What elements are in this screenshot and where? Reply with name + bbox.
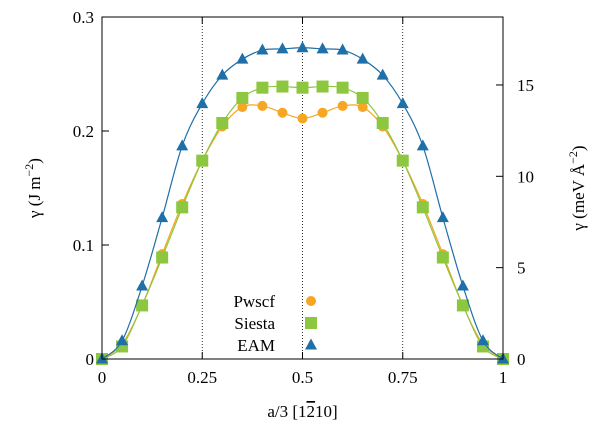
y-axis-label-left-tail: ): [25, 158, 44, 164]
y2-tick-label: 0: [517, 350, 526, 369]
grid-lines: [201, 17, 404, 359]
eam-data-point: [476, 334, 489, 346]
pwscf-data-point: [317, 107, 328, 118]
eam-data-point: [156, 211, 169, 223]
pwscf-data-point: [357, 102, 368, 113]
legend-label-siesta: Siesta: [234, 314, 275, 333]
pwscf-data-point: [237, 102, 248, 113]
eam-data-point: [196, 97, 209, 109]
x-tick-label: 0.5: [292, 368, 313, 387]
x-tick-label: 0: [98, 368, 107, 387]
y-axis-label-left-sup: −2: [22, 164, 36, 177]
y-axis-label-left: γ (J m−2): [22, 158, 44, 219]
siesta-data-point: [156, 251, 169, 264]
y-tick-label: 0.1: [73, 236, 94, 255]
siesta-data-point: [136, 299, 149, 312]
y-tick-label: 0.3: [73, 8, 94, 27]
x-axis-label-bar-digit: 2: [307, 402, 316, 421]
siesta-data-point: [396, 154, 409, 167]
y-axis-label-right: γ (meV Å−2): [566, 145, 588, 231]
eam-data-point: [436, 211, 449, 223]
eam-data-point: [376, 68, 389, 80]
eam-data-point: [296, 41, 309, 53]
pwscf-data-point: [297, 113, 308, 124]
pwscf-data-point: [277, 107, 288, 118]
siesta-data-point: [276, 80, 289, 93]
eam-data-point: [276, 42, 289, 54]
y2-tick-label: 10: [517, 167, 534, 186]
siesta-data-point: [356, 91, 369, 104]
siesta-data-point: [456, 299, 469, 312]
x-tick-label: 0.75: [388, 368, 418, 387]
y-axis-label-right-tail: ): [569, 145, 588, 151]
legend-label-pwscf: Pwscf: [233, 292, 275, 311]
y2-tick-label: 5: [517, 259, 526, 278]
siesta-data-point: [256, 81, 269, 94]
y2-tick-label: 15: [517, 76, 534, 95]
y-axis-label-right-main: γ (meV Å: [569, 163, 588, 231]
siesta-data-point: [296, 81, 309, 94]
eam-data-point: [236, 52, 249, 64]
siesta-data-point: [176, 201, 189, 214]
eam-data-point: [256, 43, 269, 55]
siesta-data-point: [316, 80, 329, 93]
eam-data-point: [456, 279, 469, 291]
eam-data-point: [216, 68, 229, 80]
eam-data-point: [336, 43, 349, 55]
siesta-data-point: [416, 201, 429, 214]
eam-data-point: [396, 97, 409, 109]
legend-marker-siesta: [305, 317, 317, 329]
siesta-data-point: [436, 251, 449, 264]
siesta-data-point: [216, 117, 229, 130]
x-axis-label: a/3 [1210]: [267, 402, 337, 421]
x-tick-label: 0.25: [187, 368, 217, 387]
legend-label-eam: EAM: [237, 336, 275, 355]
siesta-data-point: [236, 91, 249, 104]
y-axis-label-right-sup: −2: [566, 151, 580, 164]
legend-marker-pwscf: [306, 296, 316, 306]
y-tick-label: 0: [86, 350, 95, 369]
pwscf-data-point: [337, 100, 348, 111]
eam-data-point: [416, 139, 429, 151]
eam-data-point: [116, 334, 129, 346]
eam-data-point: [176, 139, 189, 151]
series-layer: [96, 41, 509, 365]
x-axis-label-main: a/3 [1: [267, 402, 306, 421]
legend-marker-eam: [305, 338, 317, 350]
eam-data-point: [316, 42, 329, 54]
legend: Pwscf Siesta EAM: [233, 292, 317, 355]
pwscf-data-point: [257, 100, 268, 111]
eam-data-point: [356, 52, 369, 64]
eam-data-point: [136, 279, 149, 291]
siesta-data-point: [196, 154, 209, 167]
x-axis-label-tail: 10]: [315, 402, 338, 421]
siesta-data-point: [376, 117, 389, 130]
y-axis-label-left-main: γ (J m: [25, 176, 44, 219]
x-tick-label: 1: [499, 368, 508, 387]
y-tick-label: 0.2: [73, 122, 94, 141]
siesta-data-point: [336, 81, 349, 94]
